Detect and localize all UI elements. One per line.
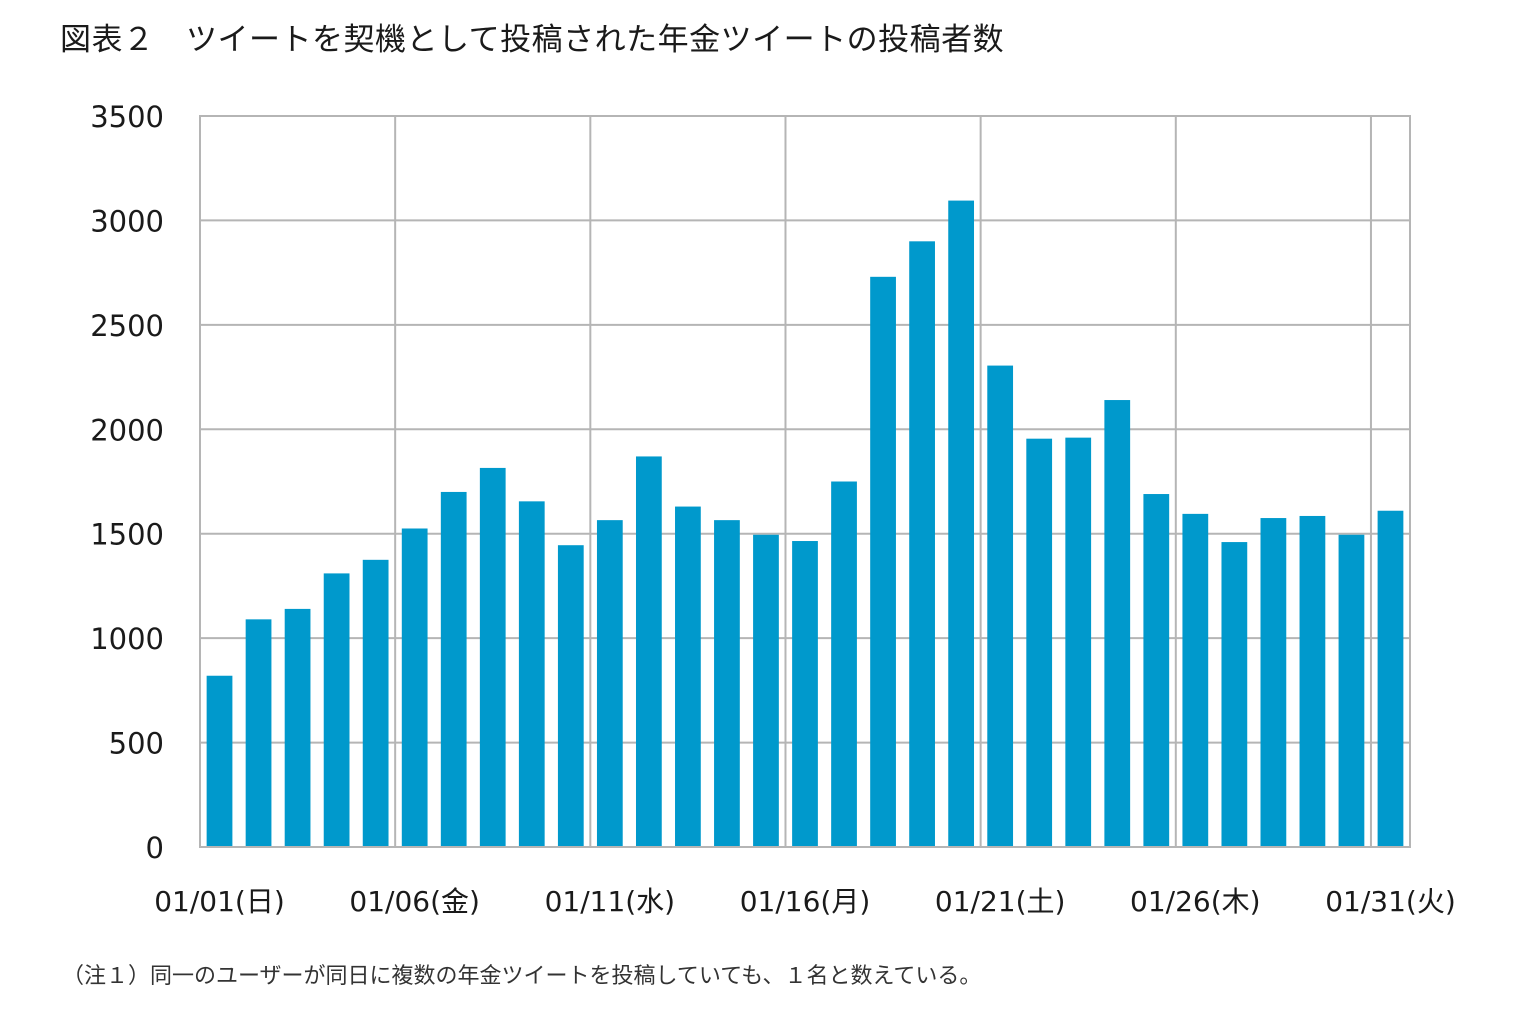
bar-01-11 — [596, 520, 623, 847]
bar-01-16 — [792, 541, 818, 847]
y-tick-label: 2000 — [90, 413, 164, 447]
bar-01-15 — [753, 534, 779, 847]
bar-01-26 — [1182, 513, 1209, 847]
bar-01-13 — [675, 506, 701, 847]
bars — [206, 200, 1404, 848]
bar-01-10 — [557, 545, 584, 847]
bar-01-09 — [518, 501, 545, 847]
figure-note: （注１）同一のユーザーが同日に複数の年金ツイートを投稿していても、１名と数えてい… — [62, 964, 982, 989]
bar-01-30 — [1338, 534, 1365, 847]
y-tick-label: 1500 — [90, 518, 164, 552]
bar-01-28 — [1260, 518, 1287, 847]
figure-title: 図表２ ツイートを契機として投稿された年金ツイートの投稿者数 — [60, 22, 1005, 58]
bar-01-25 — [1143, 494, 1170, 847]
bar-01-08 — [479, 467, 506, 847]
bar-01-19 — [909, 241, 935, 848]
x-tick-label: 01/11(水) — [545, 885, 676, 918]
bar-01-20 — [948, 200, 975, 847]
bar-01-12 — [635, 456, 662, 847]
bar-01-14 — [714, 520, 740, 847]
bar-01-17 — [831, 481, 857, 847]
y-tick-label: 3500 — [90, 100, 164, 134]
y-tick-label: 2500 — [90, 309, 164, 343]
x-tick-label: 01/01(日) — [154, 885, 285, 918]
bar-01-24 — [1104, 400, 1131, 847]
bar-01-23 — [1065, 437, 1092, 847]
y-tick-label: 1000 — [90, 622, 164, 656]
bar-01-01 — [206, 675, 233, 847]
x-tick-label: 01/16(月) — [740, 885, 871, 918]
y-axis-ticks: 0 500 1000 1500 2000 2500 3000 3500 — [90, 100, 164, 865]
bar-01-18 — [870, 276, 896, 847]
bar-01-31 — [1377, 510, 1404, 847]
x-tick-label: 01/21(土) — [935, 885, 1066, 918]
y-tick-label: 0 — [146, 831, 164, 865]
bar-01-21 — [987, 365, 1014, 847]
bar-01-22 — [1026, 438, 1053, 847]
y-tick-label: 3000 — [90, 204, 164, 238]
x-tick-label: 01/26(木) — [1130, 885, 1261, 918]
bar-01-29 — [1299, 515, 1326, 847]
bar-01-02 — [245, 619, 272, 847]
x-tick-label: 01/31(火) — [1325, 885, 1456, 918]
bar-01-04 — [323, 573, 350, 847]
y-tick-label: 500 — [109, 727, 164, 761]
x-axis-ticks: 01/01(日) 01/06(金) 01/11(水) 01/16(月) 01/21(土)… — [154, 885, 1456, 918]
plot-frame — [199, 115, 1411, 848]
bar-01-27 — [1221, 542, 1248, 847]
x-tick-label: 01/06(金) — [349, 885, 480, 918]
bar-01-05 — [362, 559, 389, 847]
bar-01-06 — [401, 528, 428, 847]
bar-01-07 — [440, 491, 467, 847]
bar-01-03 — [284, 608, 311, 847]
